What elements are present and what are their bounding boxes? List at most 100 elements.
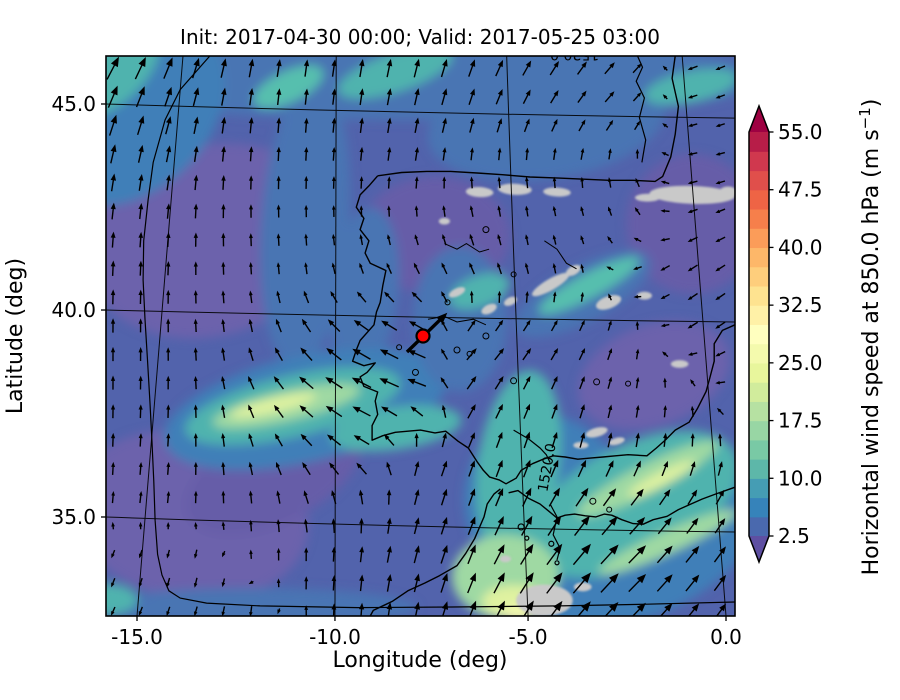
wind-arrow-head [304,262,308,268]
colorbar-tick-label: 32.5 [778,293,823,317]
wind-arrow-head [581,90,587,97]
colorbar-segment [749,170,769,191]
wind-arrow-head [299,405,307,412]
wind-arrow-head [552,459,559,468]
wind-arrow-head [580,291,585,297]
wind-speed-fill-region [627,460,696,497]
wind-arrow-head [715,180,721,185]
wind-arrow-head [276,59,282,67]
wind-arrow-head [138,260,143,267]
wind-arrow-head [715,352,721,357]
wind-arrow-head [221,146,226,153]
wind-arrow-head [356,462,362,469]
colorbar-segment [749,228,769,249]
wind-arrow-head [384,291,390,298]
wind-arrow-head [138,404,143,410]
wind-arrow-head [525,600,534,611]
contour-loop [517,523,525,531]
colorbar-segment [749,459,769,479]
wind-arrow-head [498,375,504,383]
wind-arrow-head [414,573,420,582]
wind-arrow-head [442,234,446,239]
wind-arrow-head [221,521,226,526]
missing-data-patch [503,296,517,306]
wind-arrow-head [276,578,281,583]
wind-arrow-head [633,294,639,299]
wind-arrow-head [381,320,389,327]
missing-data-patch [573,582,592,592]
wind-arrow-head [687,324,693,329]
wind-arrow-head [497,544,505,554]
missing-data-patch [448,287,466,298]
wind-arrow-head [525,487,532,497]
wind-arrow-head [138,553,143,559]
wind-arrow-head [326,348,334,355]
wind-arrow-head [553,375,558,382]
graticule-line [106,309,735,323]
missing-data-patch [595,295,622,310]
wind-arrow-head [662,94,668,99]
wind-arrow-head [352,348,361,356]
wind-arrow-head [441,573,448,582]
missing-data-patch [438,217,451,225]
graticule-line [106,516,735,533]
colorbar-tick-label: 55.0 [778,120,823,144]
wind-arrow-head [221,461,226,467]
wind-arrow-head [663,405,667,410]
wind-arrow-head [221,175,226,181]
wind-arrow-head [110,289,116,296]
wind-arrow-head [110,432,116,439]
colorbar-segment [749,516,769,537]
wind-arrow-head [111,610,115,616]
colorbar: 55.0 47.5 40.0 32.5 25.0 17.5 10.0 2.5 [748,103,823,565]
wind-arrow-head [526,348,532,354]
river-line [544,240,577,270]
lake-outline [411,368,419,376]
wind-arrow-head [166,490,171,496]
wind-arrow-head [138,86,145,96]
wind-quiver [106,56,727,616]
missing-data-patch [585,427,608,438]
wind-arrow-head [469,572,476,582]
wind-arrow-head [193,290,198,296]
wind-arrow-head [470,319,476,326]
wind-arrow-head [220,58,227,67]
wind-arrow-head [166,404,171,410]
wind-arrow-head [387,205,391,210]
colorbar-segment [749,478,769,499]
wind-arrow-head [553,90,559,97]
wind-arrow-head [274,433,280,440]
wind-arrow-head [580,147,585,153]
wind-arrow-head [414,517,420,525]
colorbar-axis-label: Horizontal wind speed at 850.0 hPa (m s−… [856,99,884,576]
wind-arrow-head [664,517,672,526]
wind-arrow-head [413,262,418,268]
wind-arrow-head [304,576,309,582]
wind-arrow-head [193,375,198,382]
wind-arrow-head [166,145,172,153]
wind-arrow-head [687,152,693,156]
wind-arrow-head [138,521,143,527]
wind-arrow-head [221,432,226,439]
wind-arrow-head [276,117,282,124]
graticule-line [106,103,735,119]
wind-arrow-head [193,87,200,96]
wind-arrow-head [193,611,198,616]
wind-arrow-head [715,267,721,272]
wind-arrow-head [637,92,642,97]
wind-arrow-head [553,348,559,354]
wind-arrow-head [222,552,226,558]
colorbar-segment [749,439,769,460]
wind-speed-fill-region [449,272,510,310]
colorbar-label: Horizontal wind speed at 850.0 hPa (m s−… [856,99,884,576]
wind-arrow-head [580,459,587,468]
wind-arrow-head [664,545,673,555]
wind-arrow-head [608,544,619,555]
y-tick-label: 35.0 [51,505,96,529]
wind-arrow-head [497,233,501,239]
wind-arrow-head [386,545,392,553]
wind-arrow-head [248,375,253,382]
geopotential-contours [142,56,735,609]
wind-arrow-head [441,262,446,268]
